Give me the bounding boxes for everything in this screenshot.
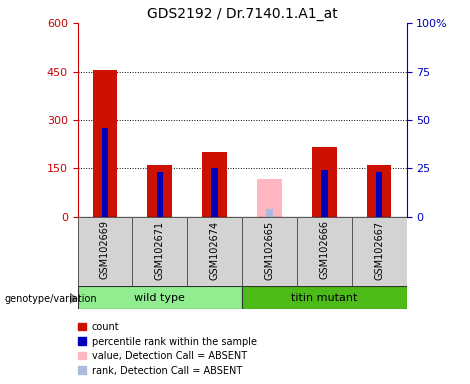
Bar	[257, 179, 282, 217]
Bar	[133, 217, 187, 286]
Text: titin mutant: titin mutant	[291, 293, 358, 303]
Text: GSM102665: GSM102665	[265, 220, 274, 280]
Bar	[202, 152, 227, 217]
Text: GSM102674: GSM102674	[210, 220, 219, 280]
Bar	[78, 217, 133, 286]
Bar	[148, 165, 172, 217]
Bar	[78, 286, 242, 309]
Bar	[266, 209, 273, 217]
Bar	[212, 169, 218, 217]
Bar	[367, 165, 392, 217]
Text: count: count	[92, 322, 119, 332]
Text: genotype/variation: genotype/variation	[5, 294, 97, 304]
Bar	[93, 70, 118, 217]
Text: wild type: wild type	[134, 293, 185, 303]
Title: GDS2192 / Dr.7140.1.A1_at: GDS2192 / Dr.7140.1.A1_at	[147, 7, 337, 21]
Text: rank, Detection Call = ABSENT: rank, Detection Call = ABSENT	[92, 366, 242, 376]
Bar	[352, 217, 407, 286]
Text: GSM102666: GSM102666	[319, 220, 329, 280]
Bar	[242, 217, 297, 286]
Text: value, Detection Call = ABSENT: value, Detection Call = ABSENT	[92, 351, 247, 361]
Bar	[102, 128, 108, 217]
Bar	[312, 147, 337, 217]
Polygon shape	[70, 292, 78, 305]
Text: GSM102671: GSM102671	[155, 220, 165, 280]
Bar	[297, 217, 352, 286]
Bar	[157, 172, 163, 217]
Bar	[187, 217, 242, 286]
Text: GSM102667: GSM102667	[374, 220, 384, 280]
Bar	[242, 286, 407, 309]
Bar	[376, 172, 383, 217]
Text: percentile rank within the sample: percentile rank within the sample	[92, 337, 257, 347]
Text: GSM102669: GSM102669	[100, 220, 110, 280]
Bar	[321, 170, 328, 217]
